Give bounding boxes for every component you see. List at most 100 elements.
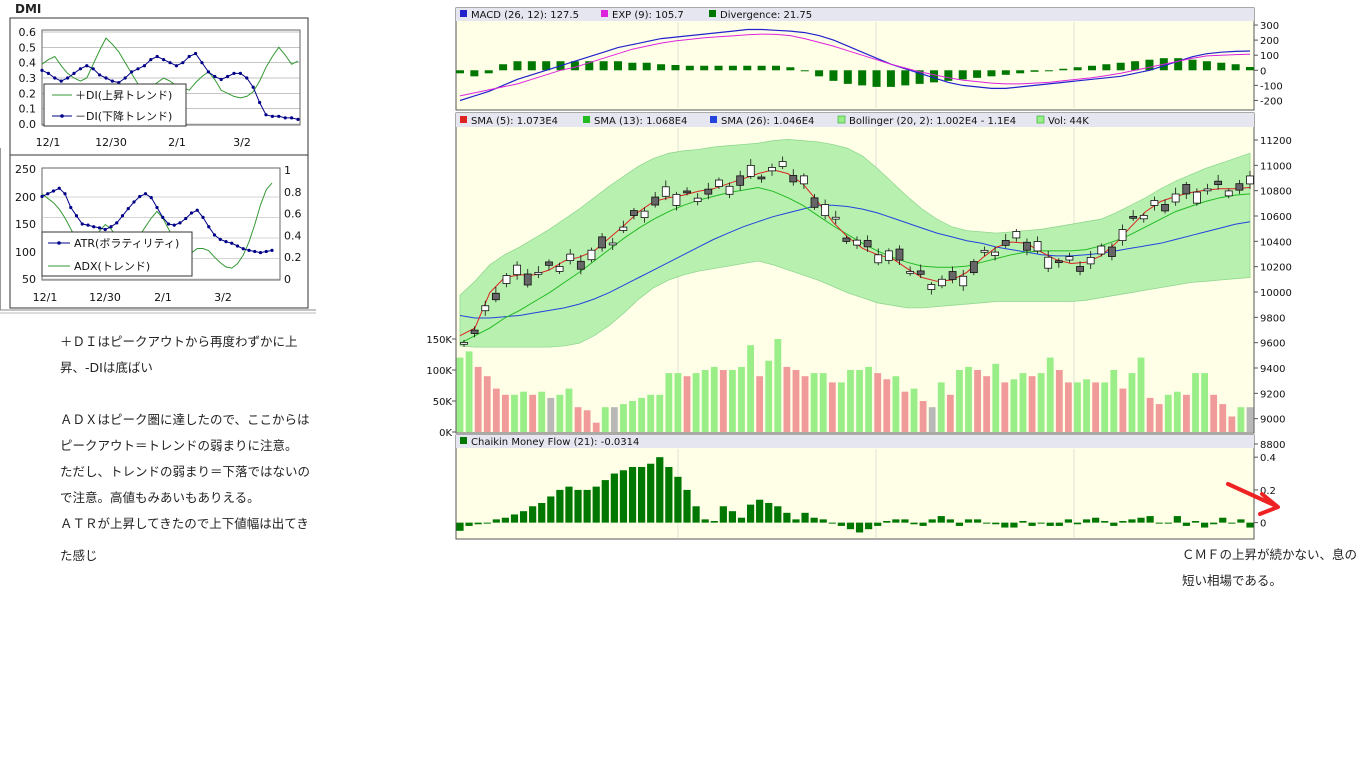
cmf-bar	[456, 522, 464, 531]
y-tick-label: 8800	[1260, 440, 1285, 451]
cmf-bar	[855, 522, 864, 533]
volume-bar	[629, 401, 636, 432]
y-tick-label: 0.3	[19, 72, 37, 85]
divergence-bar	[642, 62, 651, 71]
volume-bar	[1228, 416, 1236, 432]
atr-marker	[132, 200, 136, 204]
divergence-legend: Divergence: 21.75	[720, 10, 812, 21]
volume-bar	[937, 382, 945, 432]
y-tick-label-right: 0.4	[284, 229, 302, 242]
cmf-bar	[1228, 522, 1236, 524]
volume-bar	[1083, 379, 1090, 432]
candle-body	[1065, 256, 1074, 261]
candle-body	[1129, 216, 1138, 219]
volume-bar	[638, 397, 646, 432]
candle-body	[959, 275, 968, 287]
candle-body	[460, 341, 468, 345]
minus-di-marker	[155, 54, 159, 59]
divergence-bar	[829, 70, 838, 81]
volume-bar	[502, 394, 509, 432]
cmf-bar	[1092, 517, 1100, 523]
y-tick-label-right: 0.8	[284, 186, 302, 199]
divergence-bar	[1044, 70, 1053, 72]
cmf-bar	[737, 517, 746, 523]
divergence-bar	[1188, 59, 1197, 71]
candle-body	[1118, 229, 1127, 241]
y-tick-label: 9800	[1260, 313, 1285, 324]
note-line: た感じ	[60, 548, 98, 563]
divergence-bar	[886, 70, 895, 87]
divergence-bar	[1174, 58, 1183, 71]
cmf-bar	[1210, 522, 1218, 525]
cmf-bar	[674, 476, 682, 523]
divergence-bar	[743, 65, 752, 71]
candle-body	[491, 292, 500, 301]
cmf-bar	[501, 517, 510, 523]
minus-di-marker	[123, 76, 127, 80]
cmf-bar	[937, 516, 945, 523]
candle-body	[1203, 188, 1212, 192]
sma13-line	[459, 186, 1251, 344]
cmf-bar	[828, 522, 836, 524]
volume-bar	[1010, 379, 1018, 432]
volume-bar	[983, 376, 991, 432]
note-line: 短い相場である。	[1182, 573, 1282, 588]
volume-bar	[1246, 407, 1254, 432]
volume-bar	[1219, 404, 1227, 432]
notes-left: ＋ＤＩはピークアウトから再度わずかに上 昇、-DIは底ばい ＡＤＸはピーク圏に達…	[60, 329, 310, 569]
volume-bar	[892, 376, 900, 432]
volume-bar	[856, 370, 863, 432]
atr-marker	[241, 247, 245, 251]
y-tick-label: 100	[1260, 51, 1279, 62]
minus-di-marker	[59, 79, 63, 83]
bollinger-legend: Bollinger (20, 2): 1.002E4 - 1.1E4	[849, 116, 1016, 127]
divergence-bar	[944, 70, 953, 81]
divergence-bar	[987, 70, 996, 77]
divergence-bar	[1016, 70, 1025, 74]
cmf-bar	[1173, 516, 1181, 523]
candle-body	[619, 226, 628, 231]
note-line: ただし、トレンドの弱まり＝下落ではないの	[60, 464, 311, 479]
divergence-bar	[930, 70, 938, 83]
cmf-bar	[492, 519, 500, 523]
minus-di-marker	[296, 117, 300, 121]
cmf-bar	[547, 496, 555, 523]
minus-di-marker	[206, 70, 210, 74]
exp-legend: EXP (9): 105.7	[612, 10, 684, 21]
atr-marker	[218, 237, 222, 241]
volume-bar	[520, 391, 527, 432]
volume-bar	[874, 373, 882, 432]
note-line: ＋ＤＩはピークアウトから再度わずかに上	[60, 334, 298, 349]
candle-body	[1235, 183, 1244, 191]
volume-bar	[738, 366, 745, 432]
cmf-bar	[765, 503, 773, 523]
candle-body	[1150, 200, 1159, 206]
y-tick-label-right: 0	[284, 273, 291, 286]
cmf-legend: Chaikin Money Flow (21): -0.0314	[471, 437, 639, 448]
volume-bar	[865, 366, 873, 432]
divergence-bar	[728, 65, 737, 71]
minus-di-marker	[142, 64, 146, 68]
candle-body	[831, 216, 840, 220]
dmi-bottom-yticks-left: 250 200 150 100 50	[15, 163, 36, 286]
cmf-bar	[592, 486, 600, 523]
atr-marker	[189, 211, 194, 215]
x-tick-label: 12/1	[33, 291, 58, 304]
y-tick-label: 0	[1260, 66, 1266, 77]
cmf-bar	[874, 522, 882, 526]
minus-di-marker	[251, 85, 255, 89]
volume-bar	[1037, 373, 1045, 432]
volume-bar	[847, 370, 854, 432]
cmf-bar	[583, 489, 591, 523]
cmf-bar	[1246, 522, 1254, 528]
atr-marker	[143, 192, 148, 196]
volume-bar	[583, 410, 591, 432]
cmf-bar	[901, 519, 909, 523]
divergence-bar	[599, 61, 608, 71]
volume-bar	[1028, 376, 1036, 432]
divergence-bar	[815, 70, 824, 77]
y-tick-label: 100	[15, 246, 36, 259]
candle-body	[513, 264, 522, 276]
candle-body	[980, 249, 989, 253]
sma5-legend: SMA (5): 1.073E4	[471, 116, 558, 127]
